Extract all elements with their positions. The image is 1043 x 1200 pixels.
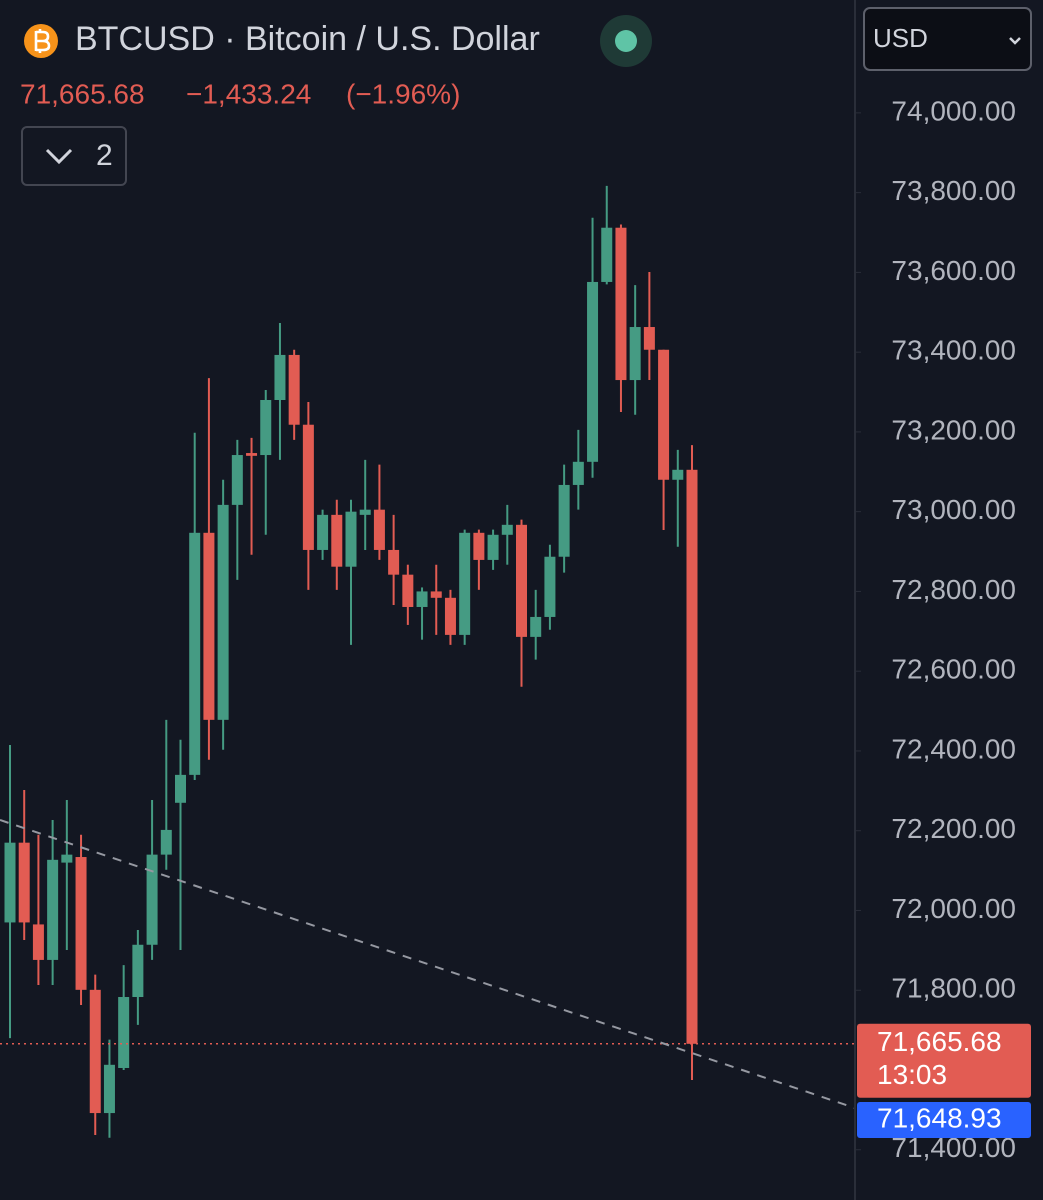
candle-body xyxy=(231,455,243,505)
candle-body xyxy=(444,597,456,635)
y-tick-label: 72,400.00 xyxy=(891,733,1016,764)
last-price-label: 71,665.68 xyxy=(877,1026,1002,1057)
bid-price-tag xyxy=(857,1102,1031,1138)
indicator-box xyxy=(21,126,127,186)
candle-body xyxy=(558,484,570,557)
y-tick-label: 73,200.00 xyxy=(891,414,1016,445)
candle-body xyxy=(459,532,471,635)
candle-body xyxy=(587,281,599,462)
symbol-title: BTCUSD · Bitcoin / U.S. Dollar xyxy=(75,20,540,58)
y-tick-label: 73,400.00 xyxy=(891,335,1016,366)
candle-body xyxy=(260,400,272,456)
candle-body xyxy=(175,774,186,803)
candle-body xyxy=(103,1064,115,1114)
indicator-toggle[interactable]: 2 xyxy=(21,126,127,186)
candle-body xyxy=(217,504,229,720)
currency-label: USD xyxy=(873,23,928,53)
candle-body xyxy=(302,424,314,550)
trend-line xyxy=(0,819,856,1109)
candle-body xyxy=(672,469,684,480)
candle-body xyxy=(246,453,258,456)
candle-body xyxy=(643,327,655,350)
candle-body xyxy=(416,591,428,607)
header-price: 71,665.68 xyxy=(20,78,145,109)
candle-body xyxy=(89,989,101,1114)
symbol-icon xyxy=(24,24,58,58)
currency-box xyxy=(863,7,1032,71)
candle-body xyxy=(203,532,215,720)
price-axis: 71,400.0071,800.0072,000.0072,200.0072,4… xyxy=(855,95,1031,1163)
candle-body xyxy=(686,469,698,1044)
candle-body xyxy=(530,616,542,637)
candle-body xyxy=(615,227,627,381)
bid-price-label: 71,648.93 xyxy=(877,1102,1002,1133)
y-tick-label: 72,000.00 xyxy=(891,893,1016,924)
y-tick-label: 72,800.00 xyxy=(891,574,1016,605)
y-tick-label: 73,600.00 xyxy=(891,255,1016,286)
candle-body xyxy=(317,514,329,550)
y-tick-label: 72,200.00 xyxy=(891,813,1016,844)
candle-body xyxy=(189,532,201,775)
candle-body xyxy=(373,509,385,550)
candle-body xyxy=(487,534,499,560)
candle-body xyxy=(388,549,400,575)
market-status-dot xyxy=(615,30,637,52)
candle-body xyxy=(118,997,130,1068)
candle-body xyxy=(359,509,371,515)
price-change: −1,433.24 xyxy=(186,78,311,109)
candle-body xyxy=(658,349,670,480)
candle-body xyxy=(430,591,442,598)
chevron xyxy=(1009,37,1021,45)
currency-select[interactable]: USD xyxy=(863,7,1032,71)
candle-body xyxy=(61,854,73,863)
candle-body xyxy=(516,524,527,637)
countdown: 13:03 xyxy=(877,1059,947,1090)
last-price-tag xyxy=(857,1023,1031,1098)
chevron xyxy=(45,148,73,165)
candle-body xyxy=(160,829,172,855)
y-tick-label: 71,800.00 xyxy=(891,973,1016,1004)
y-tick-label: 73,000.00 xyxy=(891,494,1016,525)
candle-body xyxy=(473,532,485,560)
candle-body xyxy=(146,854,158,945)
candle-body xyxy=(331,514,343,567)
candle-body xyxy=(629,327,641,381)
candle-body xyxy=(132,944,144,998)
candle-body xyxy=(18,842,30,923)
candle-body xyxy=(32,924,44,960)
bitcoin-glyph xyxy=(34,29,51,53)
y-tick-label: 73,800.00 xyxy=(891,175,1016,206)
candle-body xyxy=(601,227,613,282)
candle-body xyxy=(4,842,16,923)
candle-body xyxy=(544,556,556,617)
percent-change: (−1.96%) xyxy=(346,78,460,109)
y-tick-label: 74,000.00 xyxy=(891,95,1016,126)
candle-body xyxy=(75,857,87,990)
candle-body xyxy=(288,354,300,425)
y-tick-label: 72,600.00 xyxy=(891,654,1016,685)
plot-area xyxy=(0,185,855,1138)
candle-body xyxy=(402,574,414,607)
candle-body xyxy=(501,524,513,535)
candle-body xyxy=(572,461,584,485)
candle-body xyxy=(47,859,59,960)
candle-body xyxy=(345,511,357,567)
indicator-count: 2 xyxy=(96,139,113,172)
candle-body xyxy=(274,354,286,400)
